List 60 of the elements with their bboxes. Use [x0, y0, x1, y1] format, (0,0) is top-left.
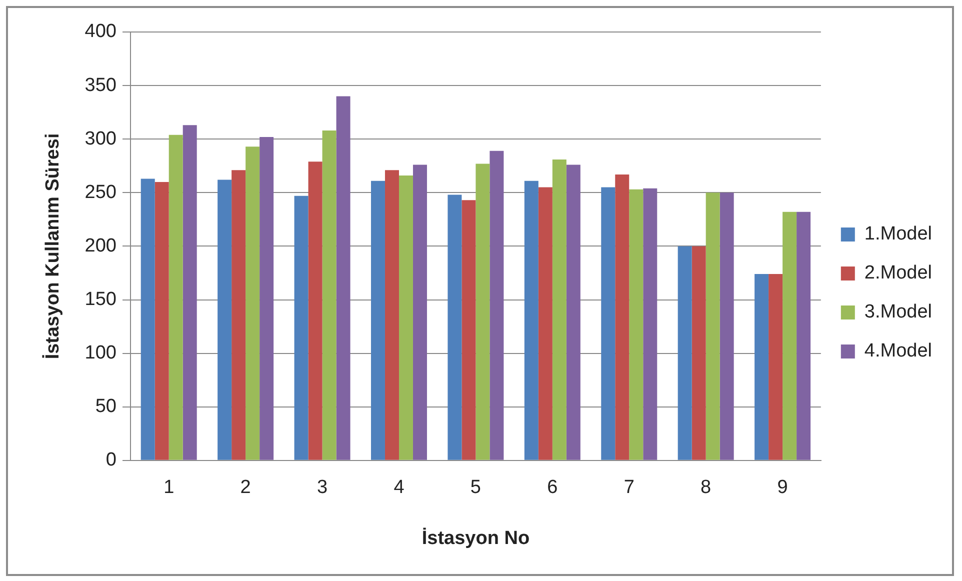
x-tick-label: 8	[700, 477, 712, 498]
bar	[336, 96, 350, 460]
legend-label: 4.Model	[864, 340, 932, 362]
y-tick-label: 200	[84, 235, 116, 256]
y-tick-label: 250	[84, 182, 116, 203]
bar	[566, 164, 580, 460]
bar	[552, 159, 566, 460]
bar	[615, 174, 630, 460]
bar	[168, 134, 183, 460]
bar	[538, 187, 552, 460]
legend-label: 1.Model	[864, 224, 932, 245]
bar	[218, 180, 232, 460]
bar	[294, 196, 308, 460]
x-tick-label: 6	[547, 477, 558, 498]
bar	[398, 176, 413, 460]
bar	[692, 246, 706, 460]
bar	[246, 146, 260, 460]
bar	[706, 192, 720, 460]
legend-label: 3.Model	[864, 302, 932, 323]
y-tick-label: 400	[84, 21, 116, 42]
bar	[768, 274, 783, 460]
x-tick-label: 1	[164, 477, 174, 498]
x-tick-label: 5	[470, 477, 481, 498]
y-tick-label: 50	[95, 396, 116, 418]
bar	[412, 164, 427, 460]
bar	[308, 162, 322, 460]
bar	[601, 187, 616, 460]
y-tick-label: 0	[106, 450, 116, 471]
x-tick-label: 2	[240, 477, 251, 498]
bar	[629, 189, 644, 460]
legend-label: 2.Model	[864, 262, 932, 284]
bar	[524, 180, 538, 460]
bar	[182, 125, 197, 460]
bar	[490, 150, 504, 460]
bar	[154, 182, 169, 460]
bar	[322, 130, 336, 460]
bar	[448, 194, 462, 460]
bar	[462, 200, 476, 460]
bar	[260, 136, 274, 460]
x-tick-label: 4	[394, 477, 405, 498]
bar	[476, 164, 490, 460]
x-axis-title: İstasyon No	[422, 526, 530, 549]
x-tick-label: 3	[316, 477, 328, 498]
bar	[232, 170, 246, 460]
bar	[384, 170, 399, 460]
x-tick-label: 9	[777, 477, 788, 498]
y-tick-label: 300	[84, 128, 116, 150]
bar	[720, 192, 734, 460]
bar	[796, 212, 811, 460]
y-tick-label: 150	[84, 288, 116, 310]
bar	[754, 274, 769, 460]
bar	[370, 180, 385, 460]
x-tick-label: 7	[624, 477, 634, 498]
bar	[678, 246, 692, 460]
bar	[140, 178, 155, 460]
bar	[782, 212, 797, 460]
y-axis-title: İstasyon Kullanım Süresi	[42, 133, 64, 360]
bar	[643, 188, 658, 460]
y-tick-label: 350	[84, 74, 116, 96]
y-tick-label: 100	[84, 342, 116, 364]
